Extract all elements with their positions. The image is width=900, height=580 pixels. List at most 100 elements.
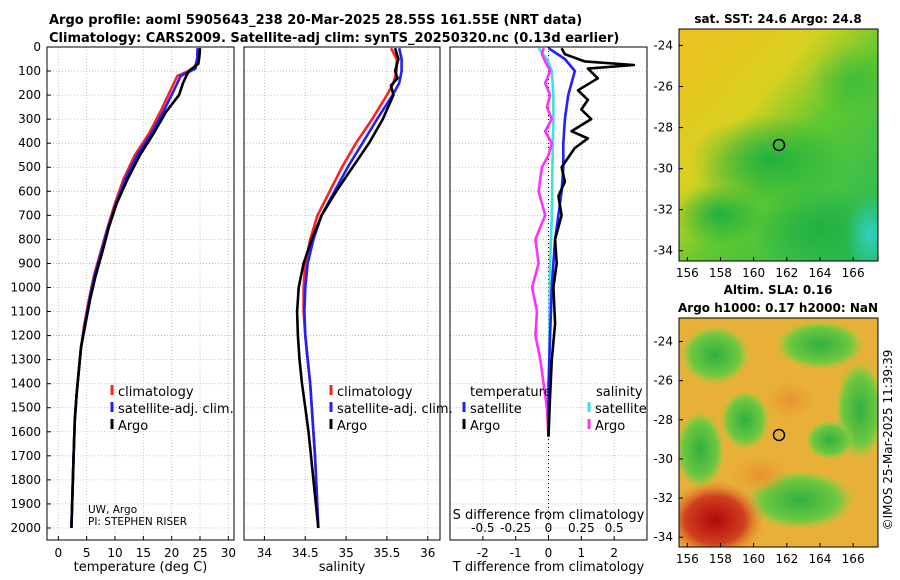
map-y-tick-label: -24 [653, 38, 673, 52]
map-y-tick-label: -32 [653, 491, 673, 505]
map-x-tick-label: 166 [842, 266, 865, 280]
x-tick-label: 35 [338, 546, 353, 560]
s-tick-label: -0.25 [500, 521, 531, 535]
legend-label: Argo [118, 419, 148, 434]
x-tick-label: 35.5 [374, 546, 401, 560]
series-line-argo [295, 47, 400, 529]
map-y-tick-label: -32 [653, 203, 673, 217]
y-tick-label: 800 [18, 232, 41, 246]
series-line-argo [70, 48, 202, 529]
legend-label: satellite-adj. clim. [337, 402, 453, 417]
y-tick-label: 500 [18, 160, 41, 174]
map-x-tick-label: 164 [809, 266, 832, 280]
y-tick-label: 1100 [10, 305, 41, 319]
legend-label: Argo [337, 419, 367, 434]
x-tick-label: 34.5 [292, 546, 319, 560]
x-tick-label: -1 [510, 546, 522, 560]
legend-label: satellite [470, 402, 522, 417]
legend-label: Argo [470, 419, 500, 434]
x-tick-label: 30 [221, 546, 236, 560]
legend-label: Argo [595, 419, 625, 434]
y-tick-label: 2000 [10, 521, 41, 535]
figure-title-line1: Argo profile: aoml 5905643_238 20-Mar-20… [49, 13, 583, 28]
x-tick-label: 25 [192, 546, 207, 560]
map-y-tick-label: -28 [653, 121, 673, 135]
x-tick-label: 5 [83, 546, 91, 560]
y-tick-label: 1500 [10, 401, 41, 415]
s-tick-label: 0.5 [605, 521, 624, 535]
sla-map-title-line2: Argo h1000: 0.17 h2000: NaN [678, 301, 878, 315]
y-tick-label: 1300 [10, 353, 41, 367]
x-tick-label: 34 [257, 546, 272, 560]
figure-title-line2: Climatology: CARS2009. Satellite-adj cli… [49, 31, 620, 46]
map-y-tick-label: -30 [653, 452, 673, 466]
map-y-tick-label: -34 [653, 530, 673, 544]
map-x-tick-label: 158 [709, 552, 732, 566]
y-tick-label: 600 [18, 184, 41, 198]
series-line-temperature-argo [547, 47, 636, 437]
y-tick-label: 200 [18, 88, 41, 102]
map-y-tick-label: -26 [653, 79, 673, 93]
legend-label: climatology [337, 385, 413, 400]
x-axis-label: temperature (deg C) [74, 560, 208, 575]
map-x-tick-label: 158 [709, 266, 732, 280]
argo-location-marker-sla [772, 428, 786, 442]
salinity-profile-panel: 34 34.5 35 35.5 36 salinity climatology satelli… [243, 46, 453, 575]
legend-label: climatology [118, 385, 194, 400]
x-tick-label: -2 [477, 546, 489, 560]
credit-line2: PI: STEPHEN RISER [88, 516, 187, 528]
sla-map-panel: 156 158 160 162 164 166 -24 -26 -28 -30 -32 -34 Alt… [653, 283, 879, 566]
x-tick-label: 20 [164, 546, 179, 560]
x-tick-label: 10 [107, 546, 122, 560]
x-axis-label: salinity [319, 560, 366, 575]
sst-field [679, 29, 878, 261]
x-tick-label: 15 [136, 546, 151, 560]
legend-title-temperature: temperature [470, 385, 552, 400]
y-tick-label: 1600 [10, 425, 41, 439]
map-y-tick-label: -28 [653, 413, 673, 427]
y-tick-label: 1700 [10, 449, 41, 463]
y-tick-label: 1900 [10, 497, 41, 511]
y-tick-label: 1400 [10, 377, 41, 391]
series-line-satellite-adj-clim- [303, 47, 403, 529]
map-x-tick-label: 162 [775, 552, 798, 566]
sla-map-title-line1: Altim. SLA: 0.16 [724, 283, 833, 297]
map-x-tick-label: 164 [809, 552, 832, 566]
series-line-salinity-argo [530, 47, 554, 437]
legend-title-salinity: salinity [596, 385, 643, 400]
sla-field [679, 318, 878, 547]
sst-map-panel: 156 158 160 162 164 166 -24 -26 -28 -30 -32 -34 sat… [653, 12, 879, 280]
sst-map-title: sat. SST: 24.6 Argo: 24.8 [694, 12, 861, 26]
x-tick-label: 0 [545, 546, 553, 560]
s-tick-label: 0.25 [568, 521, 595, 535]
legend-label: satellite-adj. clim. [118, 402, 234, 417]
series-group [530, 47, 636, 437]
y-tick-label: 300 [18, 112, 41, 126]
y-tick-label: 700 [18, 208, 41, 222]
series-line-temperature-satellite [547, 47, 577, 437]
argo-location-marker [772, 138, 786, 152]
map-y-tick-label: -30 [653, 162, 673, 176]
map-x-tick-label: 160 [742, 552, 765, 566]
x-tick-label: 2 [610, 546, 618, 560]
y-tick-label: 100 [18, 64, 41, 78]
map-y-tick-label: -34 [653, 244, 673, 258]
y-tick-label: 1000 [10, 280, 41, 294]
y-tick-label: 900 [18, 256, 41, 270]
map-y-tick-label: -26 [653, 374, 673, 388]
x-tick-label: 0 [55, 546, 63, 560]
map-x-tick-label: 162 [775, 266, 798, 280]
temperature-profile-panel: 0100200300400500600700800900100011001200… [10, 40, 236, 575]
imos-watermark: ©IMOS 25-Mar-2025 11:39:39 [881, 350, 895, 531]
series-group [70, 48, 202, 529]
series-group [295, 47, 403, 529]
x-axis-label: T difference from climatology [452, 560, 645, 575]
map-x-tick-label: 156 [676, 266, 699, 280]
credit-line1: UW, Argo [88, 504, 137, 516]
plot-frame [243, 46, 441, 541]
x-tick-label: 36 [420, 546, 435, 560]
y-tick-label: 1800 [10, 473, 41, 487]
legend-label: satellite [595, 402, 647, 417]
s-tick-label: -0.5 [471, 521, 494, 535]
